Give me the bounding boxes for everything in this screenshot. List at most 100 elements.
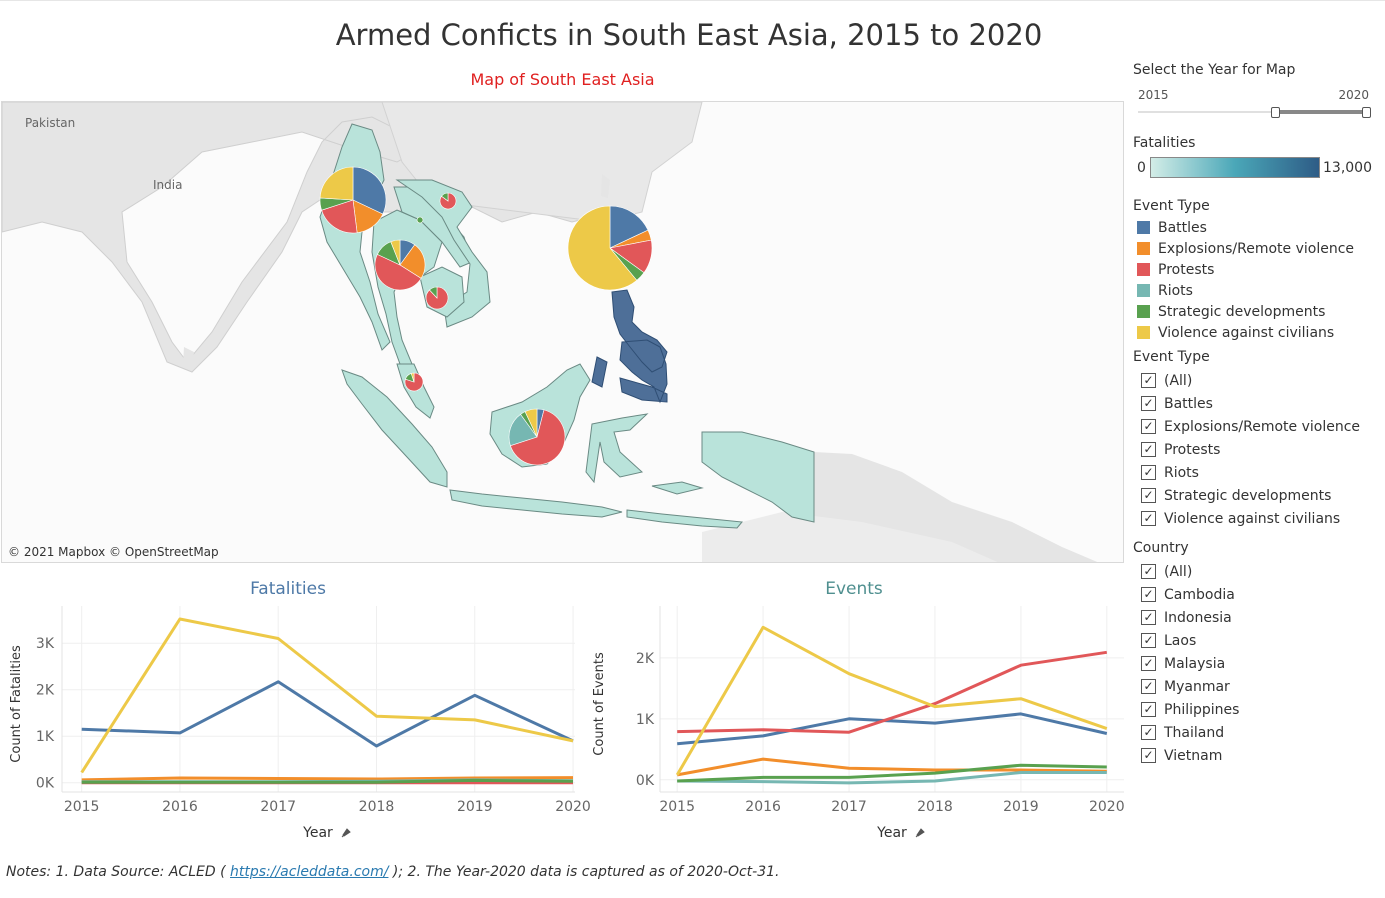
country-filter-option[interactable]: ✓ Thailand: [1133, 721, 1383, 744]
fatalities-legend-min: 0: [1137, 160, 1146, 176]
legend-item[interactable]: Violence against civilians: [1133, 322, 1383, 343]
event-type-filter-option[interactable]: ✓ Explosions/Remote violence: [1133, 415, 1383, 438]
checkbox[interactable]: ✓: [1141, 396, 1156, 411]
event-type-filter: ✓ (All) ✓ Battles ✓ Explosions/Remote violenc…: [1133, 369, 1383, 530]
legend-item[interactable]: Explosions/Remote violence: [1133, 238, 1383, 259]
country-filter-option-label: Myanmar: [1164, 678, 1230, 695]
year-slider-handle-start[interactable]: [1270, 107, 1280, 118]
pie-slice: [609, 205, 649, 249]
checkbox[interactable]: ✓: [1141, 610, 1156, 625]
dashboard-title: Armed Conficts in South East Asia, 2015 …: [335, 18, 1043, 52]
fatalities-color-legend: 0 13,000: [1133, 156, 1383, 182]
legend-item[interactable]: Strategic developments: [1133, 301, 1383, 322]
fatalities-color-ramp: [1150, 157, 1320, 178]
series-line-strategic-developments[interactable]: [81, 778, 574, 784]
series-line-battles[interactable]: [677, 712, 1108, 746]
pie-slice: [399, 244, 426, 279]
map[interactable]: Pakistan India © 2021 Mapbox © OpenStree…: [1, 101, 1124, 563]
event-type-filter-option[interactable]: ✓ (All): [1133, 369, 1383, 392]
pie-myanmar[interactable]: [319, 166, 387, 234]
checkbox[interactable]: ✓: [1141, 702, 1156, 717]
pie-slice: [416, 216, 424, 224]
legend-swatch: [1137, 263, 1150, 276]
checkbox[interactable]: ✓: [1141, 442, 1156, 457]
legend-label: Protests: [1158, 261, 1215, 278]
map-canvas: [2, 102, 1123, 562]
pin-icon[interactable]: [915, 828, 925, 838]
year-filter-label: Select the Year for Map: [1133, 62, 1296, 78]
series-line-protests[interactable]: [677, 650, 1108, 734]
checkbox[interactable]: ✓: [1141, 748, 1156, 763]
pie-indonesia[interactable]: [508, 408, 566, 466]
country-filter-option[interactable]: ✓ Laos: [1133, 629, 1383, 652]
checkbox[interactable]: ✓: [1141, 725, 1156, 740]
legend-label: Explosions/Remote violence: [1158, 240, 1354, 257]
land-taiwan: [601, 174, 610, 198]
country-filter-option[interactable]: ✓ Indonesia: [1133, 606, 1383, 629]
pie-cambodia[interactable]: [425, 286, 449, 310]
event-type-legend: Battles Explosions/Remote violence Protest…: [1133, 217, 1383, 343]
country-filter-option[interactable]: ✓ Vietnam: [1133, 744, 1383, 767]
series-line-explosions-remote-violence[interactable]: [81, 776, 574, 782]
event-type-filter-option[interactable]: ✓ Protests: [1133, 438, 1383, 461]
series-line-violence-against-civilians[interactable]: [675, 625, 1108, 776]
land-papua: [701, 431, 815, 523]
pie-philippines[interactable]: [567, 205, 653, 291]
country-filter-label: Country: [1133, 540, 1189, 556]
legend-swatch: [1137, 284, 1150, 297]
country-filter-option[interactable]: ✓ Myanmar: [1133, 675, 1383, 698]
checkbox[interactable]: ✓: [1141, 465, 1156, 480]
pie-laos[interactable]: [416, 216, 424, 224]
y-tick-label: 1K: [36, 729, 55, 745]
pie-malaysia[interactable]: [404, 372, 424, 392]
x-axis-title: Year: [876, 825, 907, 841]
series-line-explosions-remote-violence[interactable]: [676, 757, 1107, 777]
country-filter-option-label: Malaysia: [1164, 655, 1226, 672]
checkbox[interactable]: ✓: [1141, 419, 1156, 434]
event-type-filter-option[interactable]: ✓ Strategic developments: [1133, 484, 1383, 507]
place-label-india: India: [153, 178, 183, 192]
x-tick-label: 2020: [1089, 799, 1125, 815]
series-line-riots[interactable]: [677, 771, 1107, 785]
map-title: Map of South East Asia: [470, 70, 655, 89]
checkbox[interactable]: ✓: [1141, 511, 1156, 526]
year-slider[interactable]: [1133, 106, 1383, 118]
country-filter-option[interactable]: ✓ Cambodia: [1133, 583, 1383, 606]
event-type-filter-option[interactable]: ✓ Riots: [1133, 461, 1383, 484]
checkbox[interactable]: ✓: [1141, 633, 1156, 648]
checkbox[interactable]: ✓: [1141, 679, 1156, 694]
y-tick-label: 0K: [36, 776, 55, 792]
pie-thailand[interactable]: [374, 239, 426, 291]
land-vietnam: [395, 179, 491, 328]
notes-prefix: Notes: 1. Data Source: ACLED (: [6, 864, 230, 880]
checkbox[interactable]: ✓: [1141, 373, 1156, 388]
pin-icon[interactable]: [341, 828, 351, 838]
y-tick-label: 2K: [636, 651, 655, 667]
x-tick-label: 2019: [1003, 799, 1039, 815]
event-type-filter-option-label: Battles: [1164, 395, 1213, 412]
event-type-legend-label: Event Type: [1133, 198, 1210, 214]
legend-item[interactable]: Battles: [1133, 217, 1383, 238]
legend-item[interactable]: Riots: [1133, 280, 1383, 301]
year-slider-labels: 2015 2020: [1133, 88, 1383, 106]
acled-link[interactable]: https://acleddata.com/: [230, 864, 389, 880]
series-line-strategic-developments[interactable]: [677, 763, 1107, 783]
pie-vietnam[interactable]: [439, 192, 457, 210]
country-filter-option-label: Vietnam: [1164, 747, 1223, 764]
checkbox[interactable]: ✓: [1141, 488, 1156, 503]
legend-swatch: [1137, 305, 1150, 318]
x-tick-label: 2020: [555, 799, 591, 815]
checkbox[interactable]: ✓: [1141, 587, 1156, 602]
checkbox[interactable]: ✓: [1141, 564, 1156, 579]
year-slider-handle-end[interactable]: [1362, 107, 1371, 118]
series-line-battles[interactable]: [81, 680, 574, 748]
event-type-filter-option[interactable]: ✓ Battles: [1133, 392, 1383, 415]
series-line-violence-against-civilians[interactable]: [80, 617, 574, 774]
legend-item[interactable]: Protests: [1133, 259, 1383, 280]
country-filter-option[interactable]: ✓ Philippines: [1133, 698, 1383, 721]
checkbox[interactable]: ✓: [1141, 656, 1156, 671]
event-type-filter-option[interactable]: ✓ Violence against civilians: [1133, 507, 1383, 530]
land-nusa: [626, 509, 743, 529]
country-filter-option[interactable]: ✓ Malaysia: [1133, 652, 1383, 675]
country-filter-option[interactable]: ✓ (All): [1133, 560, 1383, 583]
